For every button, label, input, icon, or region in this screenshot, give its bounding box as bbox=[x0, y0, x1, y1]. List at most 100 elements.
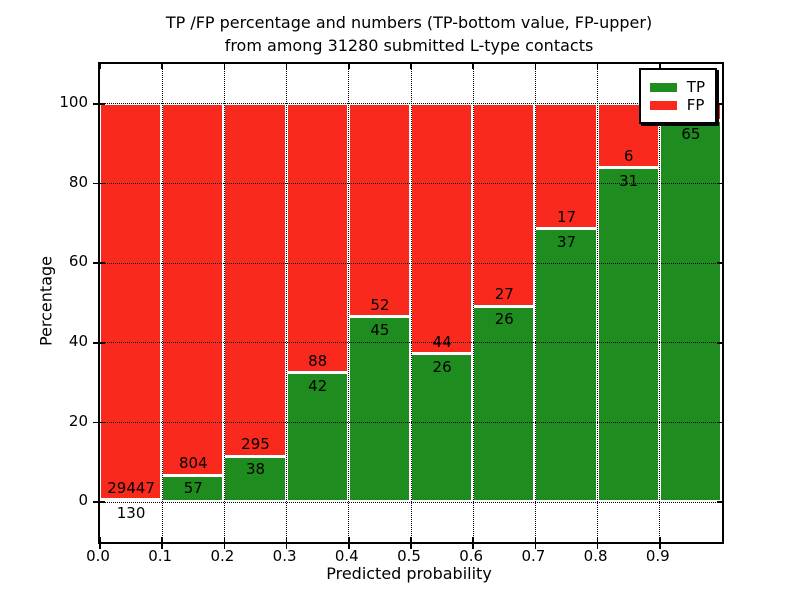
y-tick-label-80: 80 bbox=[68, 172, 88, 191]
bar-fp-label-7: 17 bbox=[556, 207, 577, 226]
x-tick-bottom-0.5 bbox=[410, 537, 412, 549]
plot-area: 29447 130 804 57 295 38 88 42 52 45 44 26 27 26 17 37 6 3… bbox=[93, 62, 724, 549]
bar-tp-segment-1 bbox=[162, 475, 224, 502]
y-tick-left-40 bbox=[93, 342, 105, 344]
chart-title-line2: from among 31280 submitted L-type contac… bbox=[224, 36, 594, 55]
x-tick-top-0.1 bbox=[161, 64, 163, 69]
gridline-y-20 bbox=[100, 422, 722, 423]
legend-label-tp: TP bbox=[686, 78, 705, 96]
bar-tp-segment-3 bbox=[286, 373, 348, 502]
fp-swatch-icon bbox=[649, 100, 677, 110]
bar-tp-segment-7 bbox=[535, 229, 597, 502]
x-tick-bottom-0.8 bbox=[596, 537, 599, 549]
gridline-x-0.5 bbox=[410, 64, 412, 542]
x-axis-label: Predicted probability bbox=[326, 564, 492, 583]
y-tick-right-20 bbox=[717, 421, 722, 424]
y-tick-left-0 bbox=[93, 501, 105, 503]
y-tick-left-80 bbox=[93, 182, 105, 185]
bar-tp-label-0: 130 bbox=[116, 503, 146, 522]
chart-title: TP /FP percentage and numbers (TP-bottom… bbox=[98, 11, 720, 57]
bar-tp-segment-2 bbox=[224, 456, 286, 502]
x-tick-label-0.8: 0.8 bbox=[583, 547, 608, 565]
x-tick-top-0.9 bbox=[659, 64, 661, 69]
x-tick-label-0.7: 0.7 bbox=[521, 547, 546, 565]
gridline-y-0 bbox=[100, 501, 722, 503]
x-tick-bottom-0.4 bbox=[348, 537, 350, 549]
gridline-x-0.3 bbox=[286, 64, 288, 542]
bar-fp-label-5: 44 bbox=[432, 332, 452, 351]
x-tick-top-0.7 bbox=[534, 64, 537, 69]
gridline-y-80 bbox=[100, 183, 722, 184]
bar-tp-label-6: 26 bbox=[494, 310, 514, 329]
x-tick-bottom-0.9 bbox=[659, 537, 661, 549]
y-tick-left-60 bbox=[93, 262, 105, 264]
bar-fp-label-2: 295 bbox=[241, 435, 270, 454]
x-tick-label-0.5: 0.5 bbox=[397, 547, 421, 565]
x-tick-label-0.0: 0.0 bbox=[86, 547, 110, 565]
bar-tp-label-1: 57 bbox=[183, 479, 203, 498]
legend-item-tp: TP bbox=[649, 78, 705, 96]
gridline-x-0.7 bbox=[534, 64, 536, 542]
y-tick-label-40: 40 bbox=[68, 331, 88, 350]
gridline-x-0.6 bbox=[472, 64, 474, 542]
x-tick-top-0 bbox=[99, 64, 101, 69]
legend-item-fp: FP bbox=[649, 96, 705, 114]
x-tick-bottom-0 bbox=[99, 537, 101, 549]
bar-tp-segment-8 bbox=[597, 168, 659, 502]
bar-fp-label-8: 6 bbox=[623, 146, 634, 165]
x-tick-bottom-0.7 bbox=[534, 537, 537, 549]
bar-fp-label-6: 27 bbox=[494, 285, 514, 304]
gridline-x-0.9 bbox=[659, 64, 661, 542]
x-tick-label-0.3: 0.3 bbox=[272, 547, 297, 565]
gridline-x-0.2 bbox=[223, 64, 225, 542]
chart-title-line1: TP /FP percentage and numbers (TP-bottom… bbox=[165, 13, 653, 32]
gridline-x-0.4 bbox=[348, 64, 350, 542]
x-tick-top-0.4 bbox=[348, 64, 350, 69]
x-tick-bottom-0.1 bbox=[161, 537, 163, 549]
gridline-x-0.8 bbox=[597, 64, 599, 542]
y-tick-right-0 bbox=[717, 501, 722, 503]
bar-tp-label-7: 37 bbox=[556, 232, 577, 251]
x-tick-label-0.6: 0.6 bbox=[459, 547, 484, 565]
x-tick-bottom-0.6 bbox=[472, 537, 474, 549]
bar-fp-label-4: 52 bbox=[370, 295, 390, 314]
y-tick-right-60 bbox=[717, 262, 722, 264]
bar-fp-label-0: 29447 bbox=[107, 478, 155, 497]
x-tick-label-0.9: 0.9 bbox=[645, 547, 670, 565]
bar-tp-label-9: 65 bbox=[681, 124, 701, 143]
bar-tp-label-8: 31 bbox=[619, 171, 639, 190]
y-tick-label-100: 100 bbox=[59, 92, 88, 111]
x-tick-top-0.8 bbox=[596, 64, 599, 69]
x-tick-label-0.1: 0.1 bbox=[148, 547, 173, 565]
bar-fp-segment-4 bbox=[348, 103, 410, 317]
bar-tp-label-4: 45 bbox=[370, 320, 390, 339]
legend: TP FP bbox=[638, 68, 717, 124]
gridline-y-60 bbox=[100, 262, 722, 264]
bar-fp-segment-3 bbox=[286, 103, 348, 373]
bar-tp-label-5: 26 bbox=[432, 357, 452, 376]
bar-tp-segment-6 bbox=[473, 306, 535, 502]
x-tick-bottom-0.3 bbox=[285, 537, 288, 549]
x-tick-label-0.4: 0.4 bbox=[334, 547, 359, 565]
x-tick-top-0.3 bbox=[285, 64, 288, 69]
legend-label-fp: FP bbox=[686, 96, 705, 114]
gridline-y-100 bbox=[100, 103, 722, 105]
y-tick-left-100 bbox=[93, 103, 105, 105]
y-tick-right-80 bbox=[717, 182, 722, 185]
x-tick-label-0.2: 0.2 bbox=[210, 547, 235, 565]
bar-fp-segment-5 bbox=[411, 103, 473, 354]
bar-fp-segment-7 bbox=[535, 103, 597, 229]
gridline-y-40 bbox=[100, 342, 722, 344]
x-tick-top-0.2 bbox=[223, 64, 226, 69]
bar-tp-segment-4 bbox=[348, 317, 410, 502]
x-tick-top-0.5 bbox=[410, 64, 412, 69]
x-tick-bottom-0.2 bbox=[223, 537, 226, 549]
y-tick-label-20: 20 bbox=[68, 411, 88, 430]
y-tick-label-60: 60 bbox=[68, 252, 88, 271]
tp-swatch-icon bbox=[649, 82, 677, 92]
bar-fp-label-3: 88 bbox=[308, 351, 328, 370]
bar-tp-segment-9 bbox=[659, 121, 721, 502]
y-tick-right-40 bbox=[717, 342, 722, 344]
y-tick-right-100 bbox=[717, 103, 722, 105]
